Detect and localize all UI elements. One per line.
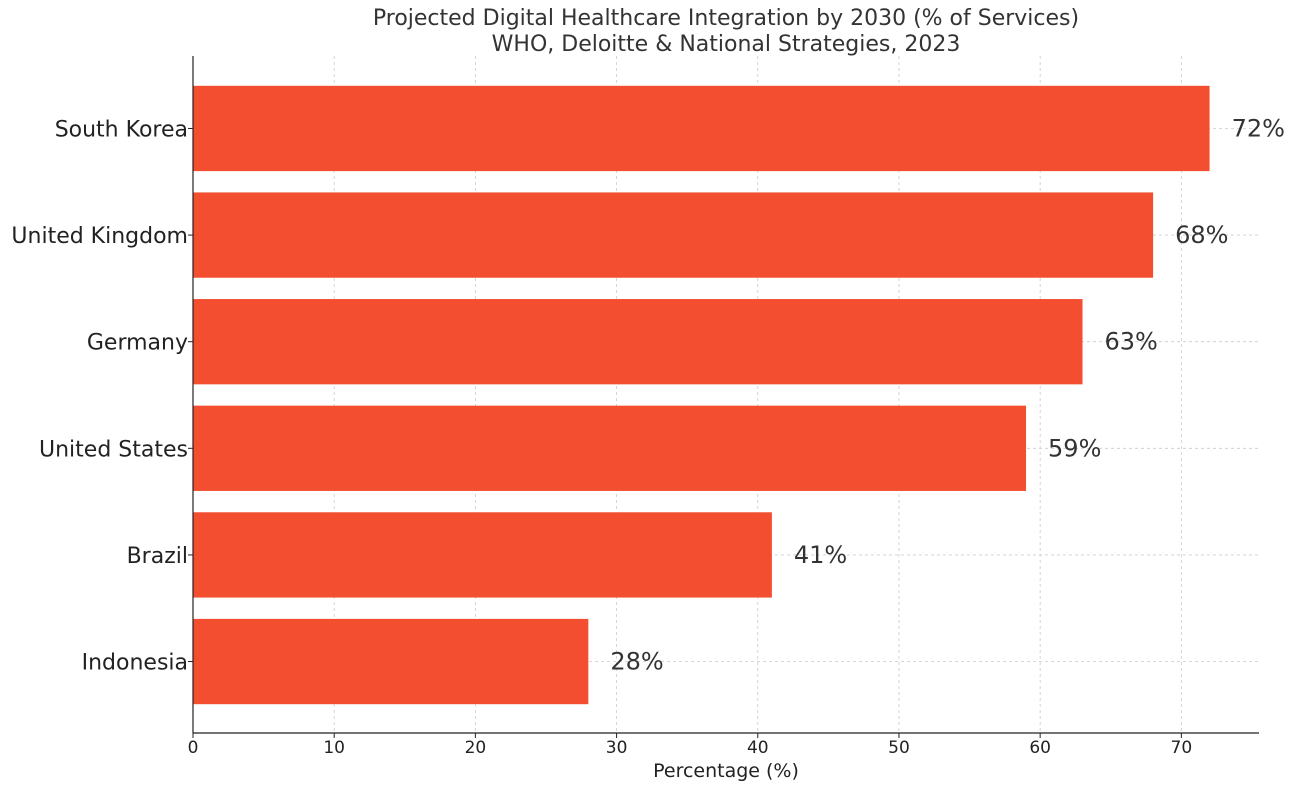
value-label: 63% <box>1105 328 1158 356</box>
value-label: 41% <box>794 541 847 569</box>
category-label: Indonesia <box>82 651 188 676</box>
category-label: United Kingdom <box>11 224 188 249</box>
category-label: Brazil <box>127 544 188 569</box>
x-tick-label: 20 <box>465 738 487 758</box>
bar-germany <box>193 299 1083 385</box>
bar-indonesia <box>193 618 589 705</box>
bar-south-korea <box>193 85 1210 172</box>
bar-united-states <box>193 405 1027 491</box>
x-tick-label: 0 <box>188 738 199 758</box>
chart-title: Projected Digital Healthcare Integration… <box>373 6 1079 31</box>
bars <box>193 85 1210 705</box>
value-label: 72% <box>1232 114 1285 142</box>
value-label: 28% <box>610 648 663 676</box>
x-tick-label: 10 <box>323 738 345 758</box>
bar-united-kingdom <box>193 192 1154 278</box>
labels: South Korea 72% United Kingdom 68% Germany 63… <box>11 114 1285 675</box>
x-tick-label: 40 <box>747 738 769 758</box>
category-label: South Korea <box>55 117 188 142</box>
x-axis-title: Percentage (%) <box>653 760 799 782</box>
value-label: 59% <box>1048 434 1101 462</box>
x-ticks: 0 10 20 30 40 50 60 70 <box>188 127 1193 758</box>
x-tick-label: 70 <box>1171 738 1193 758</box>
category-label: United States <box>39 437 188 462</box>
bar-brazil <box>193 512 772 598</box>
x-tick-label: 30 <box>606 738 628 758</box>
chart-subtitle: WHO, Deloitte & National Strategies, 202… <box>492 32 961 57</box>
axes <box>192 56 1259 734</box>
value-label: 68% <box>1175 221 1228 249</box>
x-tick-label: 50 <box>888 738 910 758</box>
category-label: Germany <box>87 331 188 356</box>
x-tick-label: 60 <box>1029 738 1051 758</box>
